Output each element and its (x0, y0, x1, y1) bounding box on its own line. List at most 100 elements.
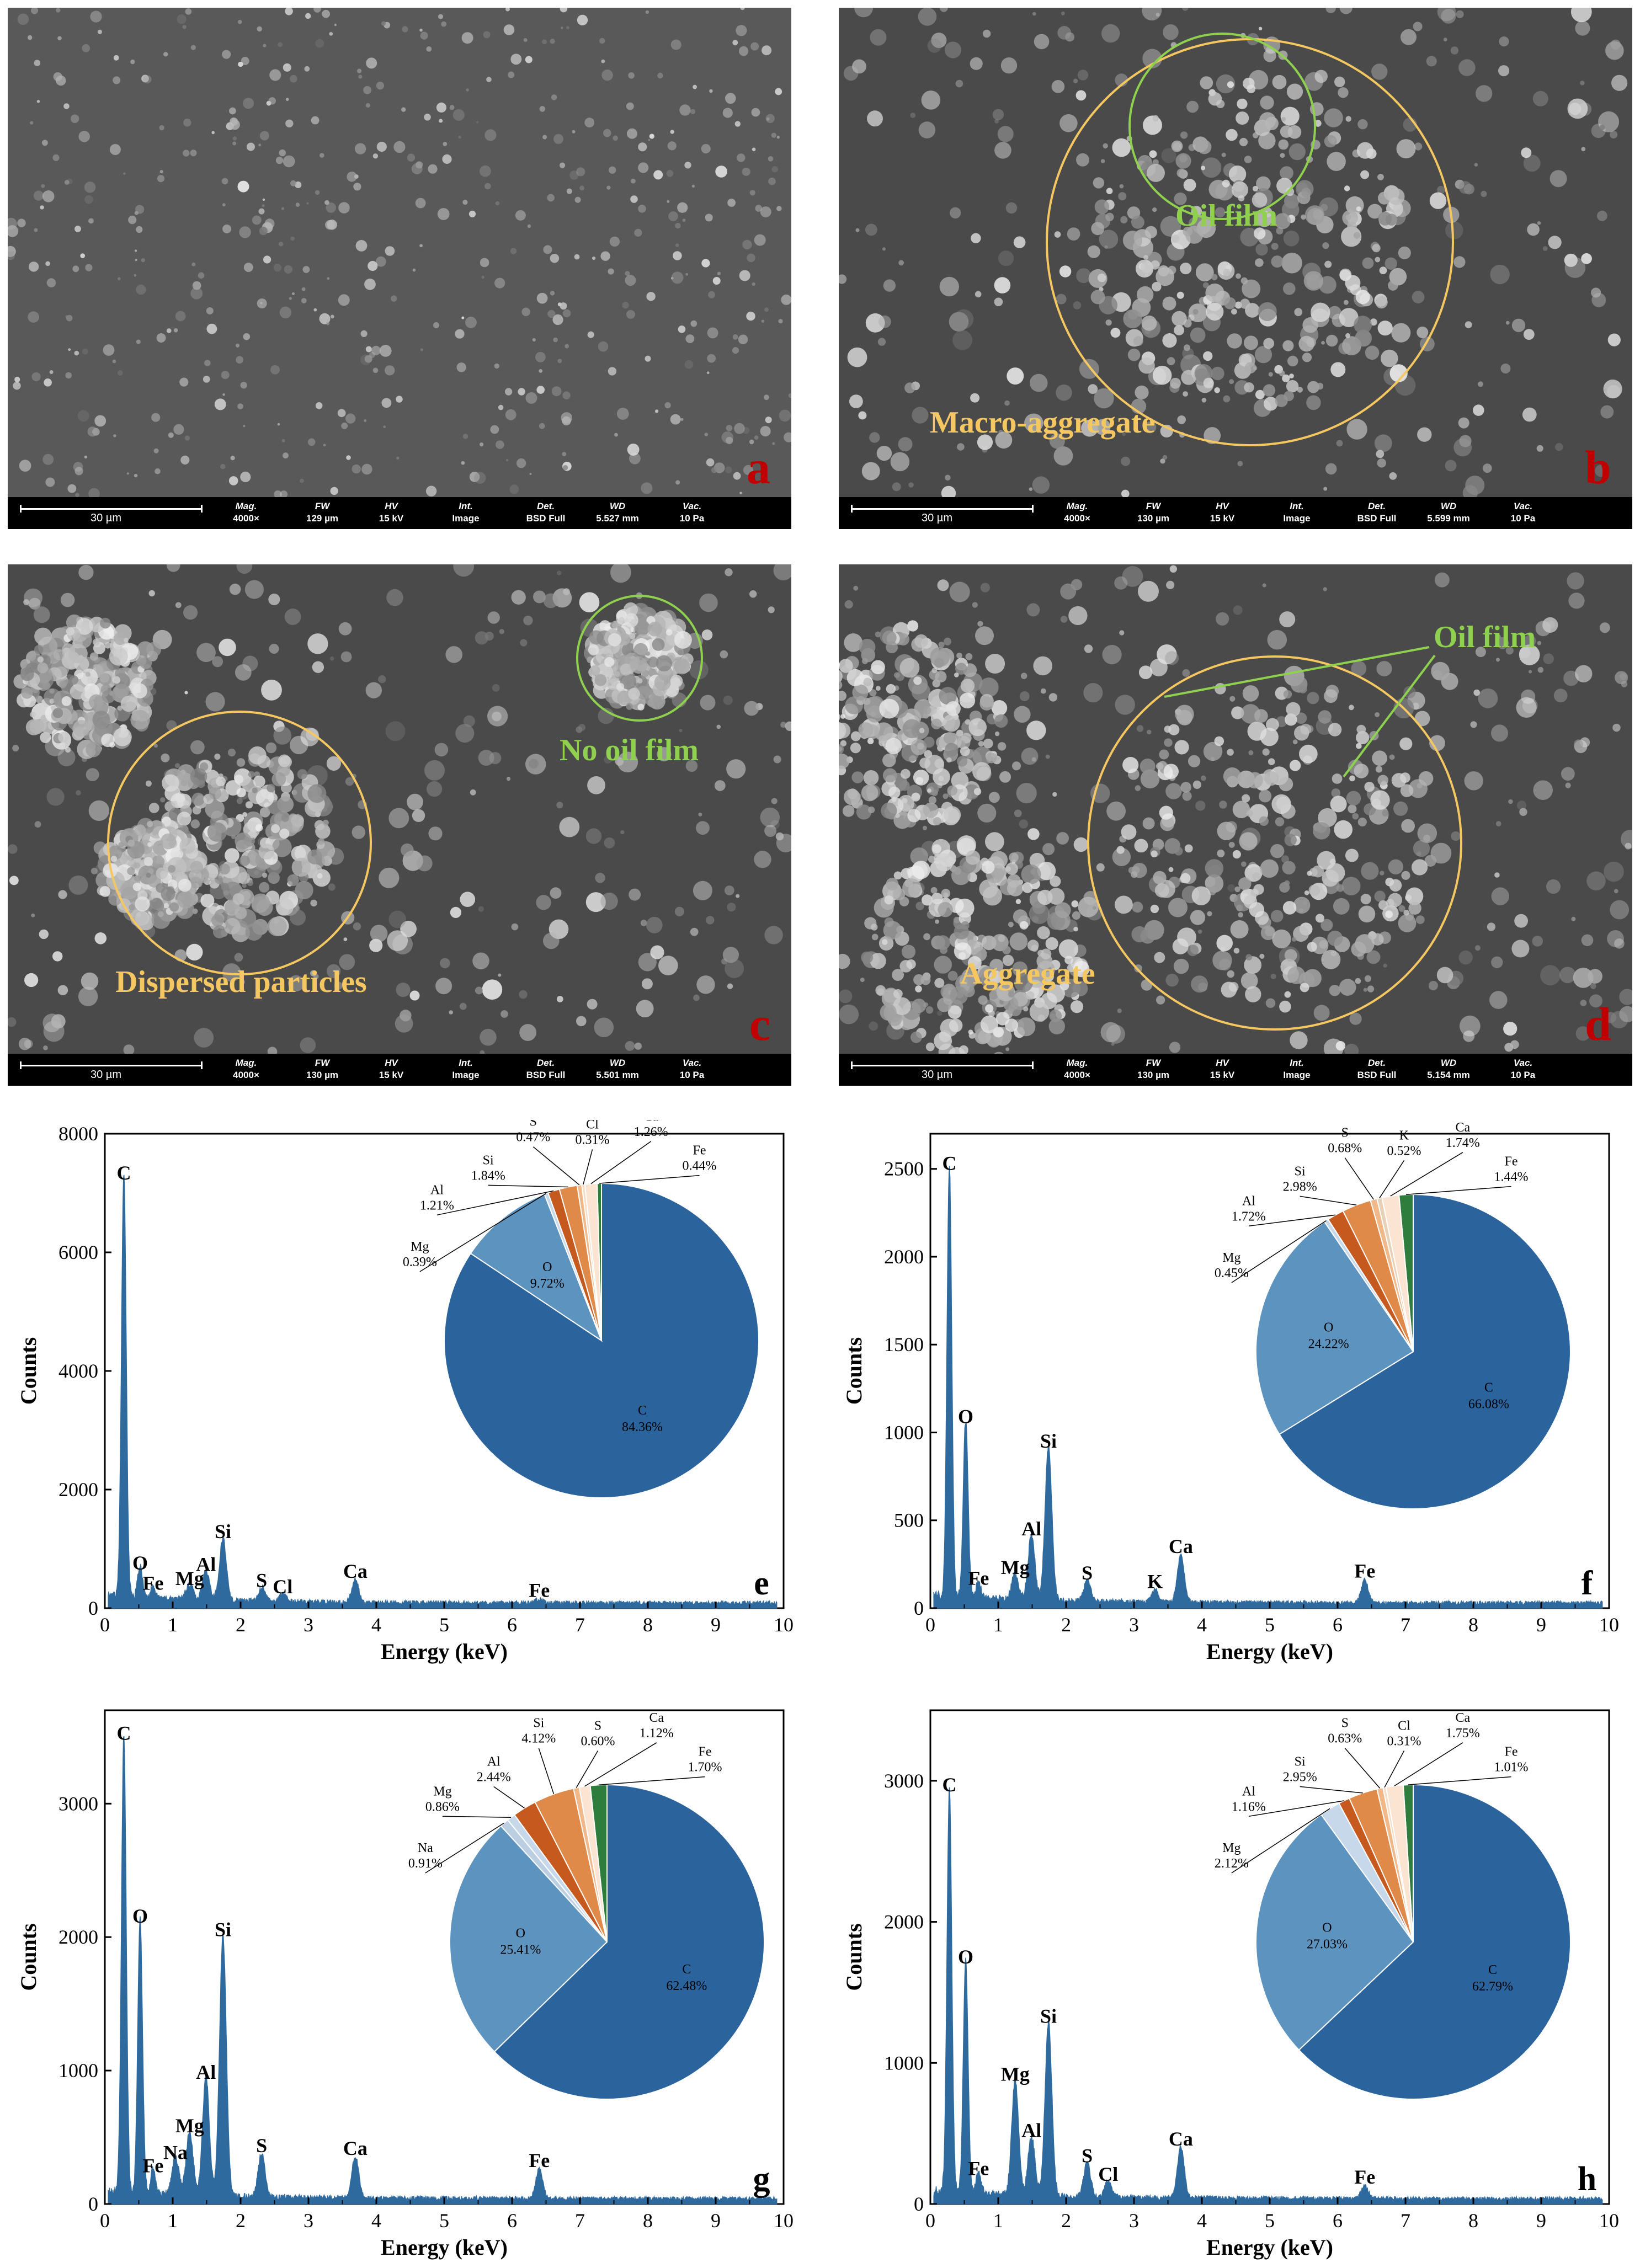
sem-particle (237, 180, 249, 193)
sem-particle (270, 365, 280, 375)
sem-cluster-particle (1040, 948, 1052, 960)
peak-label: Si (215, 1918, 231, 1940)
x-tick-label: 7 (1401, 1614, 1410, 1636)
sem-cluster-particle (883, 921, 902, 940)
sem-particle (892, 482, 901, 492)
sem-meta-key: Mag. (235, 501, 257, 511)
no-oil-film-label: No oil film (560, 733, 699, 767)
sem-particle (1607, 385, 1621, 398)
sem-cluster-particle (69, 675, 79, 685)
sem-particle (67, 484, 77, 493)
sem-particle (396, 456, 400, 460)
sem-meta-value: Image (452, 513, 480, 524)
y-tick-label: 0 (88, 1597, 98, 1619)
sem-particle (1026, 721, 1046, 740)
sem-particle (36, 100, 40, 103)
sem-cluster-particle (989, 990, 998, 1000)
sem-meta-field: HV 15 kV (358, 1057, 424, 1081)
macro-aggregate-label: Macro-aggregate (930, 405, 1156, 440)
sem-particle (64, 180, 70, 185)
sem-particle (190, 150, 197, 157)
sem-particle (1142, 8, 1162, 21)
sem-particle (547, 194, 555, 202)
sem-cluster-particle (934, 956, 952, 974)
pie-label-percent: 0.31% (1387, 1734, 1421, 1748)
sem-particle (232, 141, 237, 146)
sem-particle (228, 476, 238, 485)
sem-particle (196, 643, 216, 663)
sem-particle (18, 1038, 31, 1050)
sem-particle (240, 382, 247, 389)
sem-particle (476, 121, 479, 124)
sem-particle (259, 131, 269, 141)
sem-particle (1083, 683, 1103, 703)
sem-particle (8, 225, 19, 237)
sem-particle (1077, 70, 1089, 81)
sem-particle (74, 467, 83, 476)
sem-particle (650, 945, 664, 959)
sem-particle (631, 178, 636, 184)
x-tick-label: 8 (643, 1614, 653, 1636)
sem-particle (1612, 723, 1621, 732)
sem-cluster-particle (937, 997, 952, 1012)
sem-particle (305, 13, 311, 19)
sem-particle (997, 126, 1014, 142)
sem-meta-field: Mag. 4000× (1044, 1057, 1110, 1081)
peak-label: C (116, 1722, 131, 1744)
sem-particle (301, 287, 306, 291)
sem-particle (869, 1021, 878, 1031)
sem-particle (313, 308, 317, 312)
sem-particle (385, 246, 395, 256)
x-tick-label: 0 (100, 1614, 110, 1636)
sem-particle (930, 887, 938, 894)
sem-particle (771, 166, 778, 173)
sem-particle (1459, 435, 1472, 447)
pie-label-element: Mg (1222, 1841, 1240, 1855)
sem-cluster-particle (839, 722, 846, 740)
sem-particle (685, 334, 695, 343)
panel-label: d (1585, 997, 1611, 1050)
sem-particle (876, 445, 892, 461)
sem-particle (706, 458, 715, 467)
sem-particle (372, 367, 379, 373)
sem-cluster-particle (954, 942, 972, 960)
sem-particle (883, 279, 896, 292)
sem-particle (30, 121, 34, 125)
sem-particle (90, 10, 102, 23)
sem-particle (649, 134, 654, 139)
sem-particle (280, 490, 288, 497)
peak-label: Cl (273, 1576, 292, 1598)
scale-bar-tick (201, 1061, 203, 1069)
peak-label: Si (1040, 2005, 1057, 2027)
sem-particle (1042, 843, 1055, 856)
sem-particle (307, 633, 328, 654)
sem-particle (910, 113, 916, 118)
sem-particle (289, 297, 292, 300)
x-tick-label: 1 (993, 2210, 1003, 2232)
eds-chart-g: 0 1 2 3 4 5 6 7 8 9 10 0 1000 2000 3000 Energy (keV) Cou… (0, 1696, 820, 2265)
sem-particle (134, 211, 139, 215)
sem-meta-key: HV (385, 1058, 398, 1068)
sem-cluster-particle (1021, 864, 1041, 884)
pie-leader-line (599, 1175, 700, 1184)
sem-particle (267, 1047, 278, 1054)
x-tick-label: 10 (1599, 2210, 1619, 2232)
sem-particle (1349, 1012, 1362, 1025)
sem-particle (381, 21, 386, 26)
panel-label: e (754, 1565, 769, 1602)
sem-particle (268, 97, 276, 105)
sem-meta-value: 15 kV (1210, 513, 1235, 524)
sem-particle (326, 322, 330, 325)
sem-meta-field: Vac. 10 Pa (1490, 500, 1556, 525)
sem-particle (97, 29, 102, 34)
sem-cluster-particle (86, 742, 101, 757)
pie-slice-c (1279, 1193, 1571, 1509)
sem-particle (543, 932, 560, 949)
sem-particle (550, 254, 560, 263)
sem-particle (569, 170, 579, 180)
sem-particle (238, 61, 243, 67)
sem-particle (1061, 11, 1065, 15)
sem-particle (443, 142, 448, 146)
sem-meta-value: 4000× (233, 1070, 259, 1080)
